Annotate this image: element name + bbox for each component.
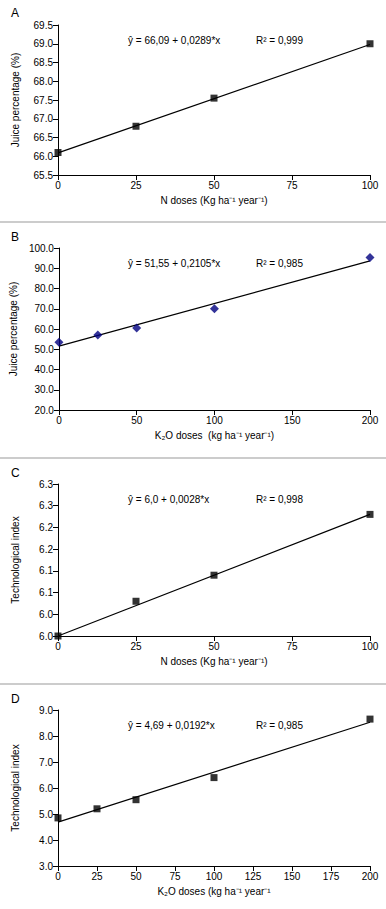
svg-text:30.0: 30.0 <box>34 384 54 395</box>
svg-text:80.0: 80.0 <box>34 283 54 294</box>
svg-text:6.0: 6.0 <box>39 609 53 620</box>
svg-text:6.0: 6.0 <box>39 631 53 642</box>
svg-text:K₂O doses (kg ha⁻¹ year⁻¹): K₂O doses (kg ha⁻¹ year⁻¹) <box>155 430 274 441</box>
svg-text:100.0: 100.0 <box>29 243 54 254</box>
svg-text:6.1: 6.1 <box>39 587 53 598</box>
svg-text:0: 0 <box>56 415 62 426</box>
svg-text:125: 125 <box>245 871 262 882</box>
svg-text:0: 0 <box>55 180 61 191</box>
svg-text:100: 100 <box>206 415 223 426</box>
svg-text:175: 175 <box>323 871 340 882</box>
svg-text:8.0: 8.0 <box>39 731 53 742</box>
svg-text:40.0: 40.0 <box>34 364 54 375</box>
svg-text:150: 150 <box>284 871 301 882</box>
svg-text:50: 50 <box>131 415 143 426</box>
svg-text:68.0: 68.0 <box>34 76 54 87</box>
svg-text:150: 150 <box>284 415 301 426</box>
svg-text:9.0: 9.0 <box>39 705 53 716</box>
svg-text:5.0: 5.0 <box>39 809 53 820</box>
svg-text:67.0: 67.0 <box>34 113 54 124</box>
svg-text:66.0: 66.0 <box>34 151 54 162</box>
svg-text:67.5: 67.5 <box>34 95 54 106</box>
svg-text:6.0: 6.0 <box>39 783 53 794</box>
svg-text:65.5: 65.5 <box>34 170 54 181</box>
svg-text:A: A <box>11 6 19 20</box>
svg-text:25: 25 <box>130 641 142 652</box>
svg-text:75: 75 <box>286 641 298 652</box>
svg-text:6.3: 6.3 <box>39 479 53 490</box>
svg-text:69.0: 69.0 <box>34 38 54 49</box>
svg-text:ŷ = 6,0 + 0,0028*x: ŷ = 6,0 + 0,0028*x <box>128 494 209 505</box>
svg-text:6.2: 6.2 <box>39 522 53 533</box>
svg-text:25: 25 <box>130 180 142 191</box>
svg-text:100: 100 <box>362 641 379 652</box>
svg-text:C: C <box>11 466 20 480</box>
svg-text:100: 100 <box>362 180 379 191</box>
svg-text:6.1: 6.1 <box>39 565 53 576</box>
svg-text:ŷ = 66,09 + 0,0289*x: ŷ = 66,09 + 0,0289*x <box>128 35 220 46</box>
svg-text:N doses (Kg ha⁻¹ year⁻¹): N doses (Kg ha⁻¹ year⁻¹) <box>160 195 267 206</box>
svg-text:7.0: 7.0 <box>39 757 53 768</box>
svg-text:66.5: 66.5 <box>34 132 54 143</box>
svg-text:200: 200 <box>362 871 379 882</box>
svg-text:6.2: 6.2 <box>39 544 53 555</box>
svg-text:75: 75 <box>286 180 298 191</box>
svg-text:R² = 0,985: R² = 0,985 <box>256 720 303 731</box>
svg-text:K₂O doses (kg ha⁻¹ year⁻¹: K₂O doses (kg ha⁻¹ year⁻¹ <box>157 886 271 897</box>
svg-text:25: 25 <box>91 871 103 882</box>
svg-text:60.0: 60.0 <box>34 324 54 335</box>
svg-text:0: 0 <box>55 871 61 882</box>
svg-text:100: 100 <box>206 871 223 882</box>
svg-text:4.0: 4.0 <box>39 835 53 846</box>
svg-text:50.0: 50.0 <box>34 344 54 355</box>
svg-text:50: 50 <box>208 641 220 652</box>
svg-text:3.0: 3.0 <box>39 861 53 872</box>
svg-text:200: 200 <box>362 415 379 426</box>
svg-text:B: B <box>11 230 19 244</box>
svg-text:70.0: 70.0 <box>34 303 54 314</box>
svg-text:Juice percentage (%): Juice percentage (%) <box>10 53 21 148</box>
svg-text:ŷ = 4,69 + 0,0192*x: ŷ = 4,69 + 0,0192*x <box>128 720 215 731</box>
svg-text:Technological index: Technological index <box>10 744 21 831</box>
svg-text:68.5: 68.5 <box>34 57 54 68</box>
svg-text:ŷ = 51,55 + 0,2105*x: ŷ = 51,55 + 0,2105*x <box>128 258 220 269</box>
svg-text:50: 50 <box>208 180 220 191</box>
svg-text:R² = 0,998: R² = 0,998 <box>256 494 303 505</box>
svg-text:69.5: 69.5 <box>34 20 54 31</box>
svg-text:Technological index: Technological index <box>10 516 21 603</box>
svg-text:N doses (Kg ha⁻¹ year⁻¹): N doses (Kg ha⁻¹ year⁻¹) <box>160 656 267 667</box>
svg-text:D: D <box>11 692 20 706</box>
svg-text:90.0: 90.0 <box>34 263 54 274</box>
svg-text:50: 50 <box>130 871 142 882</box>
svg-text:R² = 0,999: R² = 0,999 <box>256 35 303 46</box>
svg-text:R² = 0,985: R² = 0,985 <box>256 258 303 269</box>
svg-text:75: 75 <box>169 871 181 882</box>
svg-text:Juice percentage (%): Juice percentage (%) <box>8 282 19 377</box>
svg-text:20.0: 20.0 <box>34 405 54 416</box>
svg-text:0: 0 <box>55 641 61 652</box>
svg-text:6.3: 6.3 <box>39 500 53 511</box>
